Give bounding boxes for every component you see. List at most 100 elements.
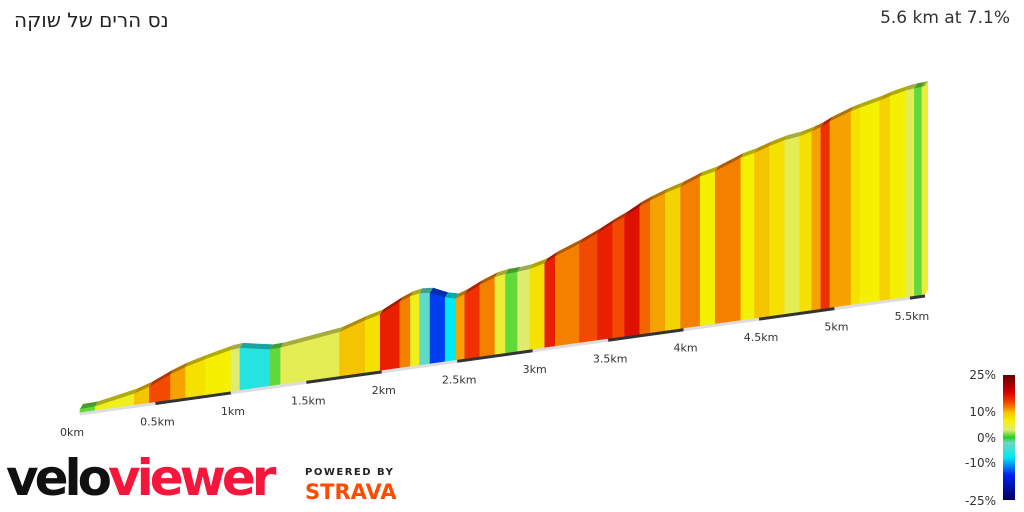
legend-label-minus10: -10% bbox=[964, 456, 996, 470]
veloviewer-logo[interactable]: veloviewer bbox=[6, 449, 276, 507]
distance-axis-band bbox=[683, 317, 760, 332]
gradient-segment-top bbox=[445, 292, 459, 299]
distance-axis-band bbox=[230, 380, 307, 395]
gradient-segment-top bbox=[365, 309, 384, 321]
gradient-segment bbox=[680, 176, 701, 330]
strava-logo[interactable]: STRAVA bbox=[305, 480, 397, 504]
gradient-segment-top bbox=[230, 342, 243, 351]
gradient-segment bbox=[364, 313, 381, 374]
gradient-segment-top bbox=[339, 315, 369, 332]
gradient-segment-top bbox=[205, 345, 234, 360]
gradient-segment-top bbox=[380, 296, 403, 315]
gradient-segment bbox=[529, 262, 546, 351]
gradient-segment bbox=[784, 135, 801, 315]
gradient-segment-top bbox=[860, 95, 883, 108]
gradient-segment-top bbox=[505, 266, 521, 274]
gradient-segment bbox=[850, 107, 861, 306]
gradient-segment-top bbox=[430, 287, 449, 298]
elevation-profile-chart: 0km 0.5km 1km 1.5km 2km 2.5km 3km 3.5km 4km 4.5km… bbox=[60, 81, 930, 439]
gradient-segment-top bbox=[650, 188, 669, 201]
gradient-segment bbox=[889, 90, 906, 301]
legend-label-minus25: -25% bbox=[964, 494, 996, 508]
gradient-segment bbox=[429, 292, 446, 365]
powered-by-label: POWERED BY bbox=[305, 467, 395, 478]
gradient-segment-top bbox=[555, 238, 583, 257]
gradient-segment bbox=[239, 347, 271, 392]
gradient-segment-top bbox=[665, 181, 684, 194]
gradient-segment bbox=[505, 271, 518, 354]
gradient-segment-top bbox=[905, 83, 918, 91]
gradient-segment-top bbox=[799, 126, 815, 137]
distance-axis-band bbox=[306, 370, 382, 384]
gradient-segment bbox=[555, 243, 580, 347]
gradient-segment bbox=[410, 292, 420, 368]
gradient-segment-top bbox=[740, 147, 758, 158]
gradient-segment bbox=[665, 186, 681, 332]
gradient-segment bbox=[914, 86, 923, 297]
gradient-segment-top bbox=[639, 195, 654, 207]
gradient-segment-top bbox=[455, 289, 468, 299]
x-tick-label: 0km bbox=[60, 426, 84, 439]
gradient-segment bbox=[820, 120, 831, 310]
logo-viewer: viewer bbox=[108, 449, 276, 507]
x-tick-label: 3km bbox=[523, 363, 547, 376]
distance-axis-band bbox=[834, 296, 911, 311]
gradient-segment bbox=[905, 87, 915, 299]
gradient-segment-top bbox=[715, 152, 744, 172]
gradient-segment-top bbox=[769, 135, 788, 147]
legend-label-0: 0% bbox=[976, 431, 996, 445]
gradient-segment bbox=[579, 232, 598, 344]
gradient-segment bbox=[280, 331, 340, 386]
x-tick-label: 1km bbox=[221, 405, 245, 418]
gradient-segment bbox=[517, 268, 530, 353]
gradient-segment bbox=[597, 222, 613, 342]
gradient-segment-top bbox=[851, 102, 864, 112]
gradient-segment bbox=[799, 130, 813, 313]
gradient-segment bbox=[879, 95, 891, 302]
distance-axis-band bbox=[909, 294, 926, 300]
legend-label-10: 10% bbox=[969, 405, 996, 419]
distance-axis-band bbox=[79, 401, 156, 416]
gradient-segment-top bbox=[754, 141, 773, 153]
x-tick-label: 5km bbox=[824, 321, 848, 334]
gradient-color-scale bbox=[1003, 375, 1015, 500]
gradient-segment bbox=[859, 100, 881, 305]
gradient-segment-top bbox=[921, 81, 928, 87]
logo-velo: velo bbox=[6, 449, 112, 507]
gradient-segment-top bbox=[479, 272, 498, 285]
gradient-segment bbox=[269, 347, 281, 387]
gradient-segment-top bbox=[579, 228, 601, 244]
gradient-segment bbox=[811, 126, 822, 312]
gradient-segment-top bbox=[597, 218, 616, 234]
gradient-segment-top bbox=[914, 81, 925, 89]
gradient-segment bbox=[740, 152, 755, 322]
gradient-segment-top bbox=[890, 85, 909, 97]
gradient-segment-top bbox=[239, 342, 274, 350]
gradient-segment bbox=[494, 273, 506, 356]
gradient-segment-top bbox=[134, 381, 153, 394]
gradient-segment-top bbox=[419, 287, 434, 294]
x-tick-label: 2km bbox=[372, 384, 396, 397]
gradient-segment-top bbox=[95, 388, 138, 407]
x-tick-label: 2.5km bbox=[442, 373, 477, 386]
distance-axis-band bbox=[457, 349, 533, 363]
gradient-segment bbox=[769, 139, 785, 318]
gradient-segment bbox=[650, 192, 666, 334]
legend-label-25: 25% bbox=[969, 368, 996, 382]
gradient-segment-top bbox=[879, 91, 894, 101]
segment-title: נס הרים של שוקה bbox=[14, 8, 169, 32]
distance-axis-band bbox=[155, 391, 232, 405]
gradient-segment bbox=[455, 293, 466, 361]
gradient-segment-top bbox=[612, 211, 628, 224]
gradient-segment bbox=[479, 276, 496, 358]
gradient-segment bbox=[624, 205, 641, 338]
distance-axis-band bbox=[532, 338, 609, 353]
gradient-segment-top bbox=[829, 106, 855, 122]
distance-axis-band bbox=[381, 359, 458, 374]
x-tick-label: 5.5km bbox=[895, 310, 930, 323]
gradient-segment-top bbox=[399, 291, 414, 302]
gradient-segment-top bbox=[410, 288, 423, 297]
gradient-segment bbox=[544, 255, 556, 349]
gradient-segment bbox=[444, 297, 457, 363]
gradient-segment bbox=[714, 157, 742, 325]
